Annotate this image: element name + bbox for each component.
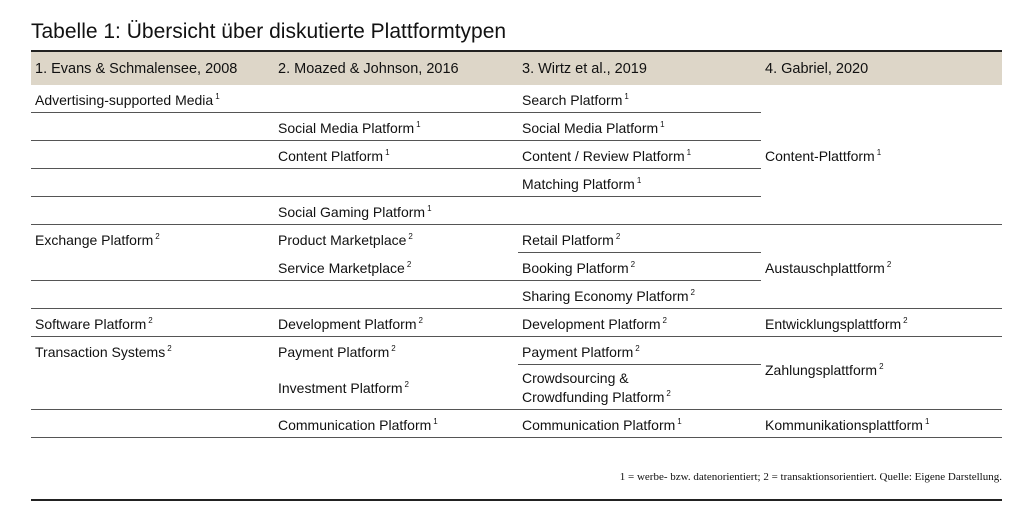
- cell: [761, 85, 1002, 113]
- table-row: Social Gaming Platform 1: [31, 196, 1002, 225]
- cell: [274, 280, 518, 309]
- cell: [761, 364, 1002, 410]
- table-row: Software Platform 2 Development Platform 2…: [31, 308, 1002, 337]
- header-wirtz: 3. Wirtz et al., 2019: [518, 52, 761, 85]
- cell: Search Platform 1: [518, 85, 761, 113]
- cell: [274, 168, 518, 197]
- table-row: Sharing Economy Platform 2: [31, 280, 1002, 309]
- merged-cell-exchange: Austauschplattform 2: [765, 260, 892, 276]
- cell: [761, 280, 1002, 309]
- cell: Investment Platform 2: [274, 364, 518, 410]
- table-row: Investment Platform 2 Crowdsourcing & Crow…: [31, 364, 1002, 410]
- cell: [31, 280, 274, 309]
- cell: [31, 140, 274, 169]
- cell: Communication Platform 1: [274, 409, 518, 438]
- cell: [518, 196, 761, 225]
- header-moazed: 2. Moazed & Johnson, 2016: [274, 52, 518, 85]
- table-row: Matching Platform 1: [31, 168, 1002, 197]
- cell: Payment Platform 2: [518, 336, 761, 365]
- cell: [31, 364, 274, 410]
- header-row: 1. Evans & Schmalensee, 2008 2. Moazed &…: [31, 52, 1002, 85]
- cell: [31, 112, 274, 141]
- cell: Kommunikationsplattform 1: [761, 409, 1002, 438]
- cell: Content / Review Platform 1: [518, 140, 761, 169]
- cell: [31, 252, 274, 281]
- cell: Crowdsourcing & Crowdfunding Platform 2: [518, 364, 761, 410]
- bottom-rule: [31, 499, 1002, 501]
- cell: Social Media Platform 1: [274, 112, 518, 141]
- cell: Social Media Platform 1: [518, 112, 761, 141]
- header-gabriel: 4. Gabriel, 2020: [761, 52, 1002, 85]
- cell: Service Marketplace 2: [274, 252, 518, 281]
- cell: Communication Platform 1: [518, 409, 761, 438]
- cell: [31, 409, 274, 438]
- cell: Payment Platform 2: [278, 344, 396, 361]
- table-row: Service Marketplace 2 Booking Platform 2 A…: [31, 252, 1002, 281]
- table-row: Exchange Platform 2 Product Marketplace 2 …: [31, 224, 1002, 253]
- cell: Matching Platform 1: [518, 168, 761, 197]
- cell: [31, 196, 274, 225]
- cell: Development Platform 2: [274, 308, 518, 337]
- cell: [761, 225, 1002, 253]
- table-title: Tabelle 1: Übersicht über diskutierte Pl…: [31, 20, 507, 43]
- table-row: Content Platform 1 Content / Review Platf…: [31, 140, 1002, 169]
- platform-types-table: 1. Evans & Schmalensee, 2008 2. Moazed &…: [31, 52, 1002, 438]
- footnote: 1 = werbe- bzw. datenorientiert; 2 = tra…: [619, 471, 1002, 483]
- cell: [761, 196, 1002, 225]
- cell: Entwicklungsplattform 2: [761, 308, 1002, 337]
- cell: Product Marketplace 2: [278, 232, 413, 249]
- cell: Advertising-supported Media 1: [31, 85, 274, 113]
- cell: Retail Platform 2: [518, 224, 761, 253]
- cell: [31, 168, 274, 197]
- cell: [761, 113, 1002, 141]
- top-rule: [31, 50, 1002, 52]
- cell: Social Gaming Platform 1: [274, 196, 518, 225]
- table-row: Social Media Platform 1 Social Media Plat…: [31, 112, 1002, 141]
- cell: Content Platform 1: [274, 140, 518, 169]
- cell: [761, 169, 1002, 197]
- table-row: Communication Platform 1 Communication Pl…: [31, 409, 1002, 438]
- cell: Development Platform 2: [518, 308, 761, 337]
- header-evans: 1. Evans & Schmalensee, 2008: [31, 52, 274, 85]
- cell: [761, 337, 1002, 365]
- merged-cell-payment: Zahlungsplattform 2: [765, 362, 884, 378]
- table-row: Transaction Systems 2 Payment Platform 2 P…: [31, 336, 1002, 365]
- cell: Sharing Economy Platform 2: [518, 280, 761, 309]
- cell: Software Platform 2: [31, 308, 274, 337]
- cell: Booking Platform 2: [518, 252, 761, 281]
- cell: Transaction Systems 2: [35, 344, 172, 361]
- merged-cell-content: Content-Plattform 1: [765, 148, 882, 164]
- cell: Exchange Platform 2: [35, 232, 160, 249]
- table-row: Advertising-supported Media 1 Search Plat…: [31, 85, 1002, 113]
- cell: [274, 85, 518, 113]
